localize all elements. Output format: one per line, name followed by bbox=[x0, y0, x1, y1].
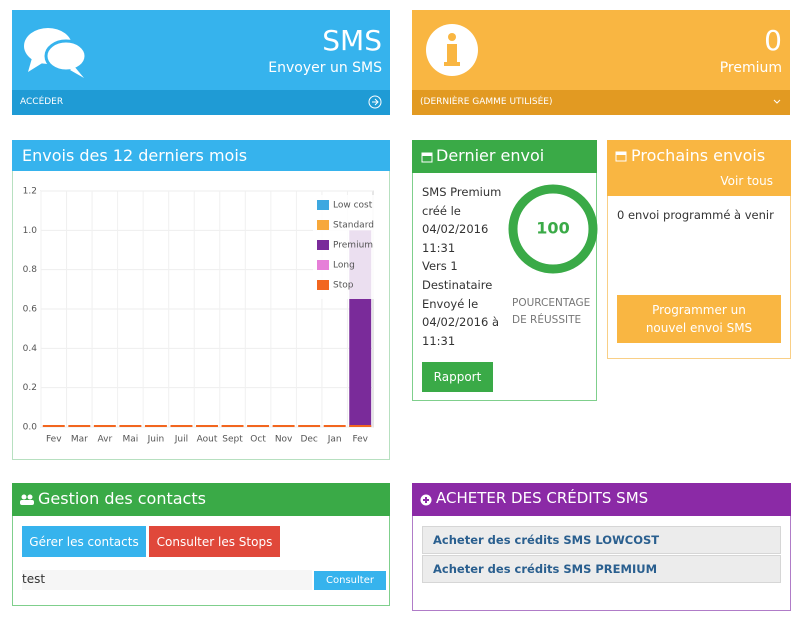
gauge: 100 bbox=[508, 184, 598, 274]
calendar-icon bbox=[615, 151, 627, 162]
search-input[interactable]: test bbox=[22, 570, 312, 590]
see-all-link[interactable]: Voir tous bbox=[720, 174, 773, 188]
x-tick-label: Fev bbox=[352, 435, 368, 445]
panel-heading: Envois des 12 derniers mois bbox=[12, 140, 390, 171]
y-tick-label: 0.0 bbox=[23, 423, 38, 433]
y-tick-label: 1.2 bbox=[23, 187, 37, 197]
schedule-button[interactable]: Programmer un nouvel envoi SMS bbox=[617, 295, 781, 343]
next-sends-panel: Prochains envois Voir tous 0 envoi progr… bbox=[607, 140, 791, 359]
chart: 0.0 0.2 0.4 0.6 0.8 1.0 1.2 Fev Mar Avr Mai Juin Jui… bbox=[23, 187, 377, 445]
detail-line: Destinataire bbox=[422, 277, 493, 292]
tile-subtitle: Envoyer un SMS bbox=[268, 60, 382, 76]
legend-swatch bbox=[317, 220, 329, 230]
y-tick-label: 0.4 bbox=[23, 344, 38, 354]
tile-title: SMS bbox=[322, 24, 382, 57]
tile-title: 0 bbox=[764, 24, 782, 57]
x-tick-label: Mai bbox=[122, 435, 138, 445]
detail-line: 11:31 bbox=[422, 333, 456, 348]
panel-heading: ACHETER DES CRÉDITS SMS bbox=[436, 489, 649, 507]
detail-line: 04/02/2016 à bbox=[422, 315, 499, 330]
x-tick-label: Dec bbox=[300, 435, 317, 445]
x-tick-label: Aout bbox=[197, 435, 218, 445]
chevron-icon bbox=[773, 99, 781, 104]
panel-heading: Dernier envoi bbox=[412, 140, 597, 173]
last-send-panel: Dernier envoi SMS Premium créé le 04/02/20… bbox=[412, 140, 598, 401]
send-details: SMS Premium créé le 04/02/2016 11:31 Vers 1 D… bbox=[422, 183, 501, 350]
y-tick-label: 1.0 bbox=[23, 226, 38, 236]
legend-label: Premium bbox=[333, 241, 373, 251]
next-sends-text: 0 envoi programmé à venir bbox=[617, 208, 774, 222]
manage-contacts-button[interactable]: Gérer les contacts bbox=[22, 526, 146, 557]
sms-tile[interactable]: SMS Envoyer un SMS bbox=[12, 10, 390, 90]
x-tick-label: Juil bbox=[174, 435, 188, 445]
x-tick-label: Fev bbox=[46, 435, 62, 445]
panel-heading: Gestion des contacts bbox=[38, 489, 206, 508]
arrow-icon bbox=[368, 95, 382, 109]
gauge-label: POURCENTAGE DE RÉUSSITE bbox=[512, 297, 591, 326]
x-tick-label: Juin bbox=[147, 435, 165, 445]
buy-premium-link[interactable]: Acheter des crédits SMS PREMIUM bbox=[422, 555, 781, 583]
gauge-value: 100 bbox=[536, 219, 569, 238]
y-tick-label: 0.2 bbox=[23, 383, 37, 393]
detail-line: Envoyé le bbox=[422, 296, 479, 311]
legend-label: Low cost bbox=[333, 201, 373, 211]
legend-swatch bbox=[317, 200, 329, 210]
contacts-panel: Gestion des contacts Gérer les contacts … bbox=[12, 483, 390, 606]
info-icon bbox=[426, 24, 478, 76]
chart-panel: Envois des 12 derniers mois 0.0 0.2 0.4 0.6… bbox=[12, 140, 390, 460]
premium-tile: 0 Premium bbox=[412, 10, 790, 90]
footer-text: (DERNIÈRE GAMME UTILISÉE) bbox=[420, 97, 553, 107]
legend-swatch bbox=[317, 280, 329, 290]
plus-icon bbox=[420, 494, 432, 506]
stops-button[interactable]: Consulter les Stops bbox=[149, 526, 280, 557]
legend-label: Long bbox=[333, 261, 355, 271]
detail-line: SMS Premium bbox=[422, 185, 502, 199]
calendar-icon bbox=[421, 152, 433, 163]
legend-label: Standard bbox=[333, 221, 374, 231]
legend-swatch bbox=[317, 260, 329, 270]
panel-header: ACHETER DES CRÉDITS SMS bbox=[412, 483, 791, 516]
gauge-ring bbox=[508, 184, 598, 274]
panel-heading: Prochains envois bbox=[631, 146, 766, 165]
x-tick-label: Oct bbox=[250, 435, 266, 445]
users-icon bbox=[20, 494, 34, 505]
x-tick-label: Sept bbox=[222, 435, 243, 445]
detail-line: 11:31 bbox=[422, 240, 456, 255]
x-tick-label: Nov bbox=[275, 435, 293, 445]
panel-header: Prochains envois Voir tous bbox=[607, 140, 791, 196]
buy-lowcost-link[interactable]: Acheter des crédits SMS LOWCOST bbox=[422, 526, 781, 554]
tile-footer[interactable]: ACCÉDER bbox=[12, 90, 390, 115]
report-button[interactable]: Rapport bbox=[422, 362, 493, 392]
y-tick-label: 0.8 bbox=[23, 265, 38, 275]
tile-footer[interactable]: (DERNIÈRE GAMME UTILISÉE) bbox=[412, 90, 790, 115]
x-tick-label: Mar bbox=[71, 435, 88, 445]
legend-swatch bbox=[317, 240, 329, 250]
chat-icon bbox=[24, 28, 88, 78]
detail-line: Vers 1 bbox=[422, 259, 458, 274]
panel-header: Gestion des contacts bbox=[12, 483, 390, 516]
detail-line: créé le bbox=[422, 203, 461, 218]
search-button[interactable]: Consulter bbox=[314, 571, 386, 590]
detail-line: 04/02/2016 bbox=[422, 222, 489, 237]
credits-panel: ACHETER DES CRÉDITS SMS Acheter des créd… bbox=[412, 483, 791, 611]
x-tick-label: Avr bbox=[98, 435, 113, 445]
tile-subtitle: Premium bbox=[719, 60, 782, 76]
x-tick-label: Jan bbox=[327, 435, 342, 445]
y-tick-label: 0.6 bbox=[23, 305, 38, 315]
legend-label: Stop bbox=[333, 281, 354, 291]
footer-text: ACCÉDER bbox=[20, 97, 64, 107]
